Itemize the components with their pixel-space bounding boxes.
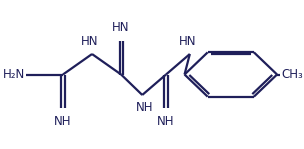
Text: CH₃: CH₃ xyxy=(281,68,303,81)
Text: HN: HN xyxy=(81,35,98,48)
Text: NH: NH xyxy=(157,115,175,128)
Text: HN: HN xyxy=(178,35,196,48)
Text: NH: NH xyxy=(54,115,72,128)
Text: NH: NH xyxy=(136,101,154,114)
Text: HN: HN xyxy=(112,21,130,34)
Text: H₂N: H₂N xyxy=(2,68,25,81)
